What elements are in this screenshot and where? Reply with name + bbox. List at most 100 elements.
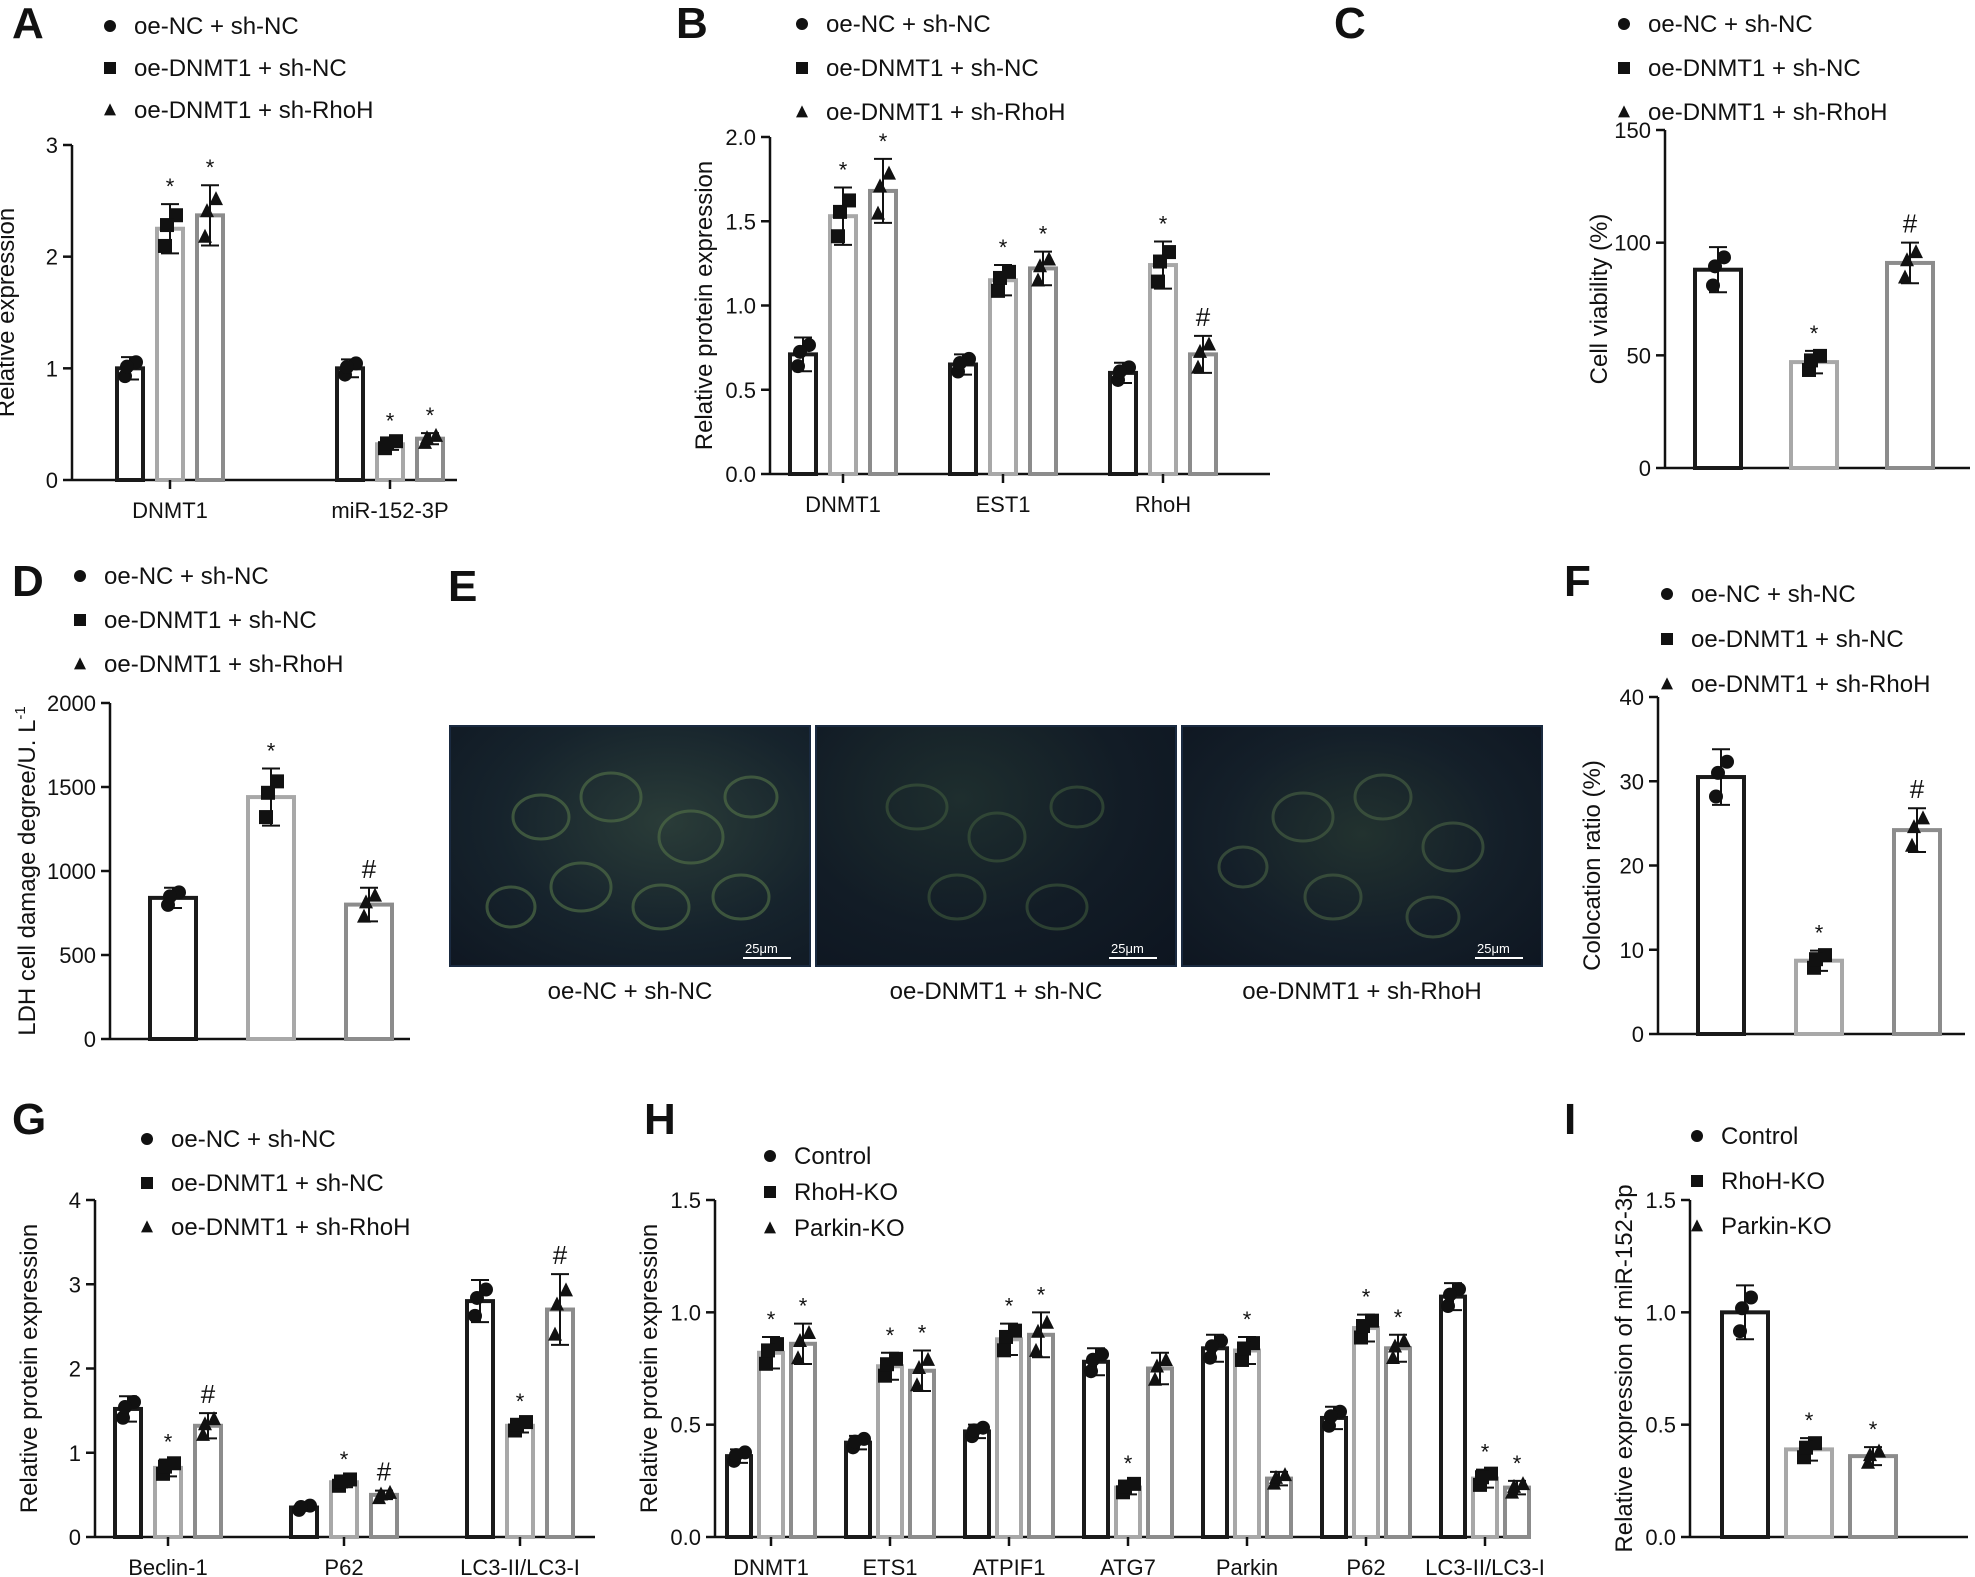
- data-point: [261, 785, 275, 800]
- data-point: [1717, 250, 1731, 265]
- data-point: [1386, 1350, 1400, 1365]
- bar: [868, 188, 898, 476]
- legend-label: oe-DNMT1 + sh-RhoH: [1648, 99, 1887, 126]
- data-point: [1898, 269, 1912, 284]
- data-point: [759, 1356, 773, 1371]
- data-point: [871, 205, 885, 220]
- panel-letter: F: [1564, 557, 1591, 606]
- significance-mark: *: [1362, 1285, 1371, 1310]
- data-point: [1900, 252, 1914, 267]
- data-point: [374, 1486, 388, 1501]
- data-point: [882, 165, 896, 180]
- x-tick-label: ETS1: [862, 1555, 917, 1577]
- bar: [505, 1423, 535, 1540]
- y-tick-label: 0: [69, 1525, 81, 1550]
- bar: [193, 1423, 223, 1540]
- y-axis-label: LDH cell damage degree/U. L-1: [12, 706, 41, 1036]
- panel-letter: D: [12, 557, 44, 606]
- legend-label: oe-DNMT1 + sh-RhoH: [104, 651, 343, 678]
- data-point: [1193, 343, 1207, 358]
- y-axis-label-sup: -1: [12, 706, 29, 719]
- data-point: [1278, 1467, 1292, 1482]
- y-axis-label: Relative expression of miR-152-3p: [1611, 1184, 1638, 1552]
- data-point: [833, 204, 847, 219]
- data-point: [1033, 258, 1047, 273]
- data-point: [104, 62, 116, 74]
- data-point: [999, 1329, 1013, 1344]
- significance-mark: *: [164, 1429, 173, 1454]
- data-point: [997, 1343, 1011, 1358]
- data-point: [1235, 1352, 1249, 1367]
- chart-panel-i: I Control RhoH-KO Parkin-KO 0.0 0.5 1.0 1.5 Rela…: [1564, 1095, 1968, 1553]
- y-tick-label: 40: [1620, 685, 1644, 710]
- data-point: [1618, 105, 1630, 118]
- significance-mark: *: [1159, 211, 1168, 236]
- data-point: [1237, 1341, 1251, 1356]
- data-point: [1031, 272, 1045, 287]
- data-point: [1872, 1443, 1886, 1458]
- y-tick-label: 0.0: [1645, 1525, 1676, 1550]
- legend-label: oe-DNMT1 + sh-RhoH: [171, 1214, 410, 1241]
- data-point: [912, 1360, 926, 1375]
- y-axis-label: Colocation ratio (%): [1579, 760, 1606, 971]
- bar: [1693, 267, 1743, 470]
- y-tick-label: 3: [69, 1272, 81, 1297]
- bar: [757, 1350, 785, 1539]
- bar: [545, 1307, 575, 1540]
- x-tick-label: DNMT1: [132, 498, 208, 523]
- data-point: [74, 614, 86, 626]
- data-point: [991, 283, 1005, 298]
- significance-mark: *: [1513, 1451, 1522, 1476]
- legend-label: oe-DNMT1 + sh-NC: [104, 607, 317, 634]
- significance-mark: *: [1815, 921, 1824, 946]
- data-point: [791, 1350, 805, 1365]
- data-point: [270, 774, 284, 789]
- data-point: [196, 1426, 210, 1441]
- data-point: [1475, 1470, 1489, 1485]
- y-tick-label: 150: [1614, 118, 1651, 143]
- significance-mark: #: [1196, 302, 1211, 332]
- x-tick-label: P62: [324, 1555, 363, 1577]
- data-point: [359, 894, 373, 909]
- y-tick-label: 2.0: [725, 125, 756, 150]
- y-tick-label: 1: [69, 1441, 81, 1466]
- data-point: [1354, 1330, 1368, 1345]
- y-tick-label: 3: [46, 133, 58, 158]
- data-point: [1711, 765, 1725, 780]
- data-point: [118, 1400, 132, 1415]
- data-point: [796, 105, 808, 118]
- y-tick-label: 0: [1632, 1022, 1644, 1047]
- data-point: [921, 1351, 935, 1366]
- data-point: [200, 203, 214, 218]
- data-point: [1909, 244, 1923, 259]
- y-tick-label: 0.5: [725, 378, 756, 403]
- significance-mark: *: [1039, 222, 1048, 247]
- y-tick-label: 30: [1620, 769, 1644, 794]
- data-point: [1691, 1175, 1703, 1187]
- y-tick-label: 2000: [47, 691, 96, 716]
- data-point: [1661, 677, 1673, 690]
- data-point: [1618, 62, 1630, 74]
- data-point: [1744, 1290, 1758, 1305]
- bar: [1028, 266, 1058, 476]
- x-tick-label: ATPIF1: [973, 1555, 1046, 1577]
- x-tick-label: ATG7: [1100, 1555, 1156, 1577]
- data-point: [1618, 18, 1630, 30]
- data-point: [1905, 837, 1919, 852]
- data-point: [198, 228, 212, 243]
- x-tick-label: Parkin: [1216, 1555, 1278, 1577]
- data-point: [1042, 251, 1056, 266]
- bar: [1201, 1346, 1229, 1540]
- bar: [1352, 1326, 1380, 1540]
- data-point: [1863, 1447, 1877, 1462]
- legend-label: Parkin-KO: [794, 1215, 905, 1242]
- data-point: [141, 1220, 153, 1233]
- data-point: [1205, 1339, 1219, 1354]
- data-point: [1397, 1333, 1411, 1348]
- data-point: [1031, 1323, 1045, 1338]
- y-tick-label: 0: [1639, 456, 1651, 481]
- data-point: [1118, 1479, 1132, 1494]
